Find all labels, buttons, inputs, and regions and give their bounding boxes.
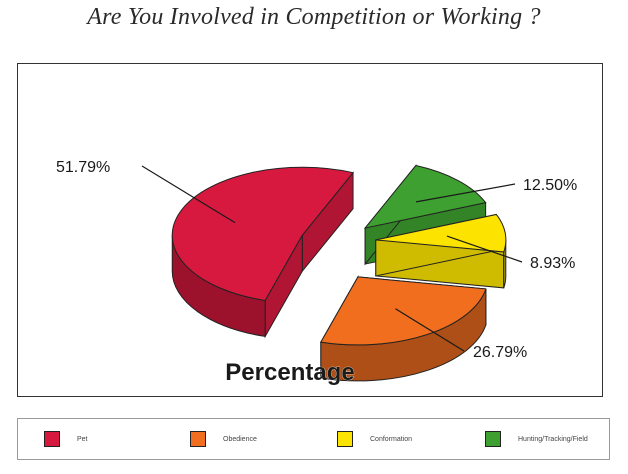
- legend-label: Obedience: [223, 435, 257, 443]
- slice-conformation: [375, 213, 507, 289]
- legend-item-pet: Pet: [44, 430, 88, 448]
- legend-label: Pet: [77, 435, 88, 443]
- data-label: 12.50%: [523, 177, 577, 194]
- data-label: 51.79%: [56, 159, 110, 176]
- legend-swatch: [44, 431, 60, 447]
- legend-item-conformation: Conformation: [337, 430, 412, 448]
- leader-line: [415, 183, 516, 203]
- axis-label: Percentage: [225, 359, 354, 386]
- legend-swatch: [485, 431, 501, 447]
- leader-line: [446, 235, 523, 263]
- legend: Pet Obedience Conformation Hunting/Track…: [17, 418, 610, 460]
- slice-obedience: [320, 275, 487, 382]
- legend-item-hunting: Hunting/Tracking/Field: [485, 430, 588, 448]
- data-label: 8.93%: [530, 255, 575, 272]
- data-label: 26.79%: [473, 344, 527, 361]
- page-title: Are You Involved in Competition or Worki…: [87, 4, 541, 30]
- legend-swatch: [337, 431, 353, 447]
- chart-area: Percentage 12.50% 51.79% 26.79% 8.93%: [17, 63, 603, 397]
- leader-line: [141, 165, 236, 224]
- legend-label: Hunting/Tracking/Field: [518, 435, 588, 443]
- legend-swatch: [190, 431, 206, 447]
- legend-item-obedience: Obedience: [190, 430, 257, 448]
- slice-pet: [171, 166, 354, 339]
- leader-line: [395, 308, 465, 352]
- legend-label: Conformation: [370, 435, 413, 443]
- pie-chart: Percentage 12.50% 51.79% 26.79% 8.93%: [56, 159, 577, 386]
